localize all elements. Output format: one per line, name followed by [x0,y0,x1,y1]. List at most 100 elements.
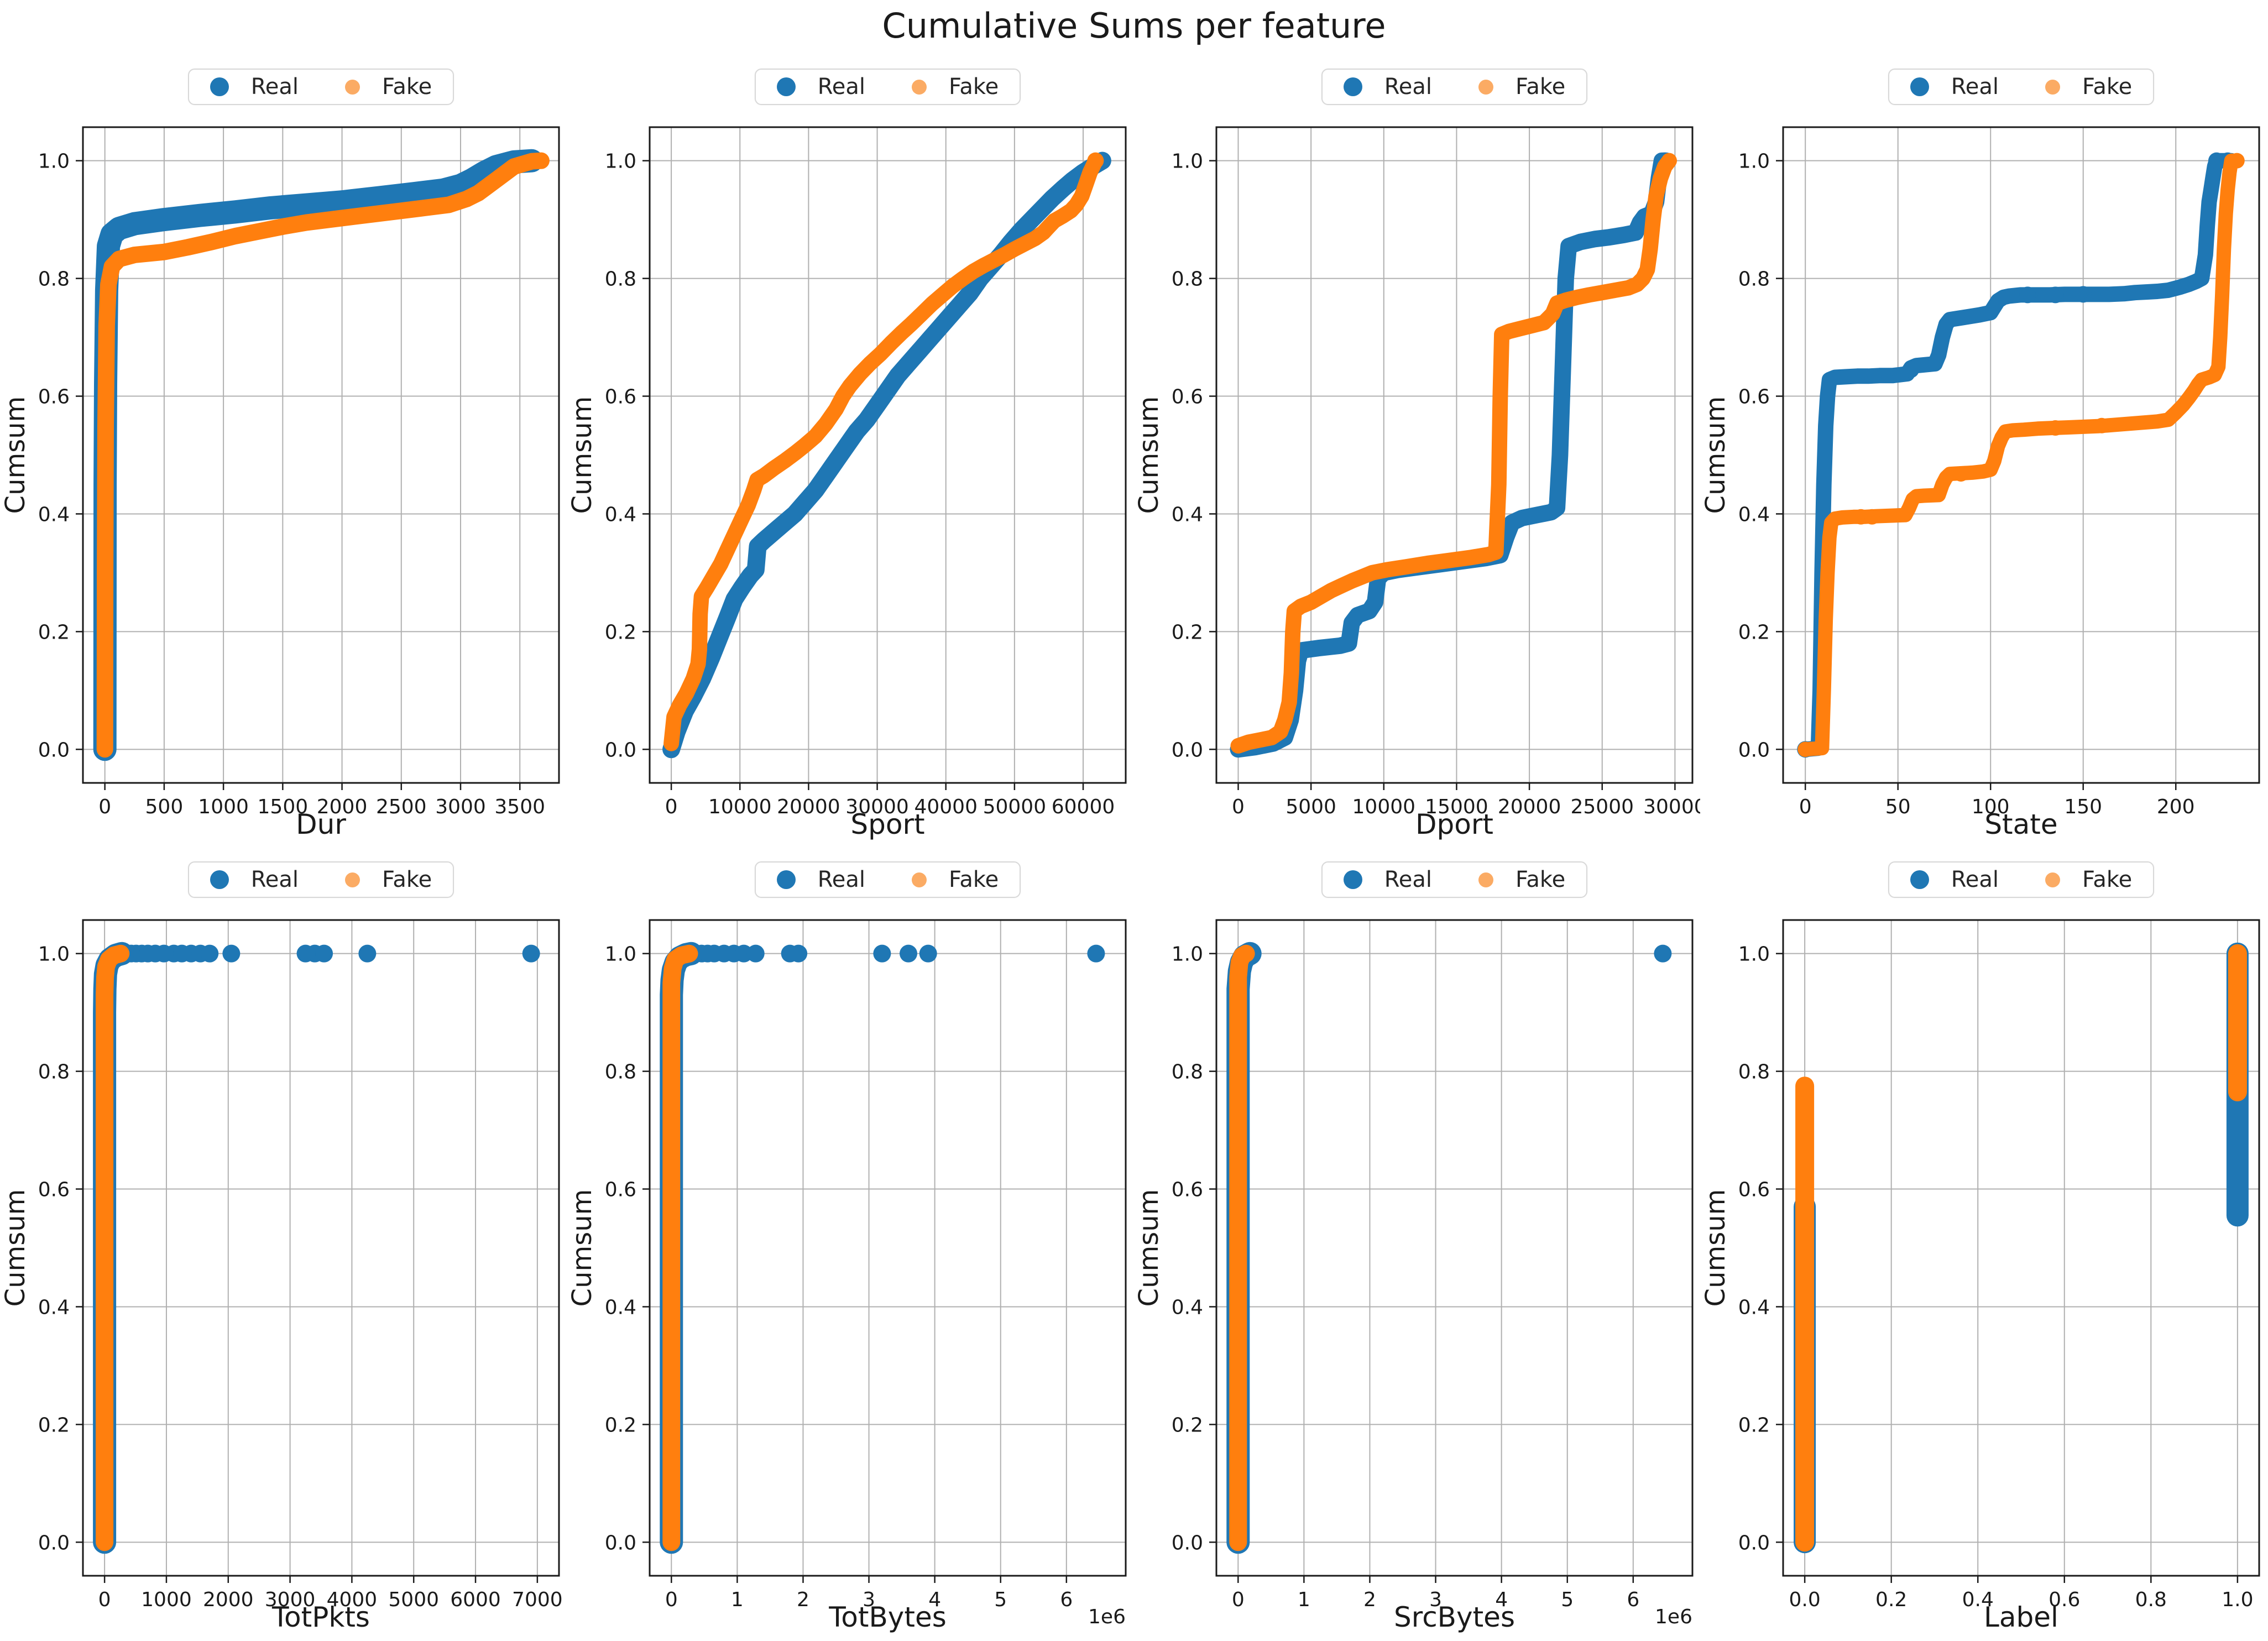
svg-text:0.4: 0.4 [1738,1296,1770,1319]
legend-label-fake: Fake [1516,74,1566,100]
svg-text:0.8: 0.8 [605,1061,636,1084]
svg-text:6: 6 [1060,1588,1073,1611]
svg-text:0.8: 0.8 [2135,1588,2167,1611]
svg-text:1: 1 [731,1588,744,1611]
svg-text:1: 1 [1298,1588,1310,1611]
svg-text:150: 150 [2064,796,2102,818]
legend-label-fake: Fake [2082,867,2133,892]
svg-text:SrcBytes: SrcBytes [1394,1601,1515,1633]
svg-text:Cumsum: Cumsum [1700,1189,1731,1307]
svg-text:0.0: 0.0 [605,739,636,761]
legend-wrap: Real Fake [1700,65,2267,108]
legend: Real Fake [1888,861,2155,898]
svg-text:2: 2 [797,1588,809,1611]
legend-label-real: Real [1951,867,1999,892]
legend-marker-fake-icon [1478,79,1494,95]
svg-text:7000: 7000 [512,1588,563,1611]
legend-label-fake: Fake [1516,867,1566,892]
subplot-totbytes: Real Fake 0 1 2 3 4 5 6 0.0 0.2 0.4 0.6 0.8 1.0 TotBy… [567,848,1133,1641]
svg-text:5: 5 [1561,1588,1574,1611]
svg-text:0.8: 0.8 [1172,268,1203,291]
svg-text:2: 2 [1363,1588,1376,1611]
legend: Real Fake [754,861,1021,898]
subplot-state: Real Fake 0 50 100 150 200 0.0 0.2 0.4 0.6 0.8 1.0… [1700,55,2267,848]
svg-text:TotBytes: TotBytes [828,1601,947,1633]
legend-label-real: Real [1384,74,1433,100]
svg-text:10000: 10000 [1352,796,1416,818]
svg-text:0.4: 0.4 [1962,1588,1994,1611]
legend-wrap: Real Fake [0,65,567,108]
svg-text:20000: 20000 [1498,796,1561,818]
svg-text:0.0: 0.0 [1172,739,1203,761]
svg-text:60000: 60000 [1052,796,1115,818]
svg-text:0.0: 0.0 [38,1532,70,1554]
svg-text:1.0: 1.0 [1172,943,1203,966]
plot-srcbytes: 0 1 2 3 4 5 6 0.0 0.2 0.4 0.6 0.8 1.0 SrcBytes Cumsum 1… [1133,919,1694,1633]
svg-text:1.0: 1.0 [1738,150,1770,173]
svg-text:1.0: 1.0 [605,943,636,966]
svg-text:0.8: 0.8 [38,268,70,291]
svg-text:1.0: 1.0 [605,150,636,173]
svg-text:0.2: 0.2 [38,621,70,644]
svg-text:0.6: 0.6 [1172,386,1203,409]
plot-dport: 0 5000 10000 15000 20000 25000 30000 0.0 0.2 0.4 0… [1133,126,1700,840]
subplot-sport: Real Fake 0 10000 20000 30000 40000 50000 6000… [567,55,1133,848]
legend: Real Fake [187,69,454,105]
legend-label-fake: Fake [382,867,432,892]
legend-label-real: Real [817,867,866,892]
svg-text:2000: 2000 [317,796,368,818]
legend-marker-fake-icon [912,872,927,887]
legend-marker-real-icon [1343,870,1362,889]
svg-text:5000: 5000 [388,1588,439,1611]
svg-text:1000: 1000 [141,1588,192,1611]
svg-text:0.6: 0.6 [38,1179,70,1201]
svg-text:0.2: 0.2 [605,621,636,644]
svg-text:0.2: 0.2 [605,1414,636,1436]
svg-text:0: 0 [665,796,678,818]
legend-label-fake: Fake [2082,74,2133,100]
svg-text:0: 0 [1232,1588,1245,1611]
legend-label-fake: Fake [949,867,999,892]
svg-text:40000: 40000 [914,796,978,818]
svg-text:3: 3 [1429,1588,1442,1611]
legend-marker-fake-icon [2045,872,2061,887]
svg-text:20000: 20000 [777,796,840,818]
legend: Real Fake [1321,861,1588,898]
svg-text:1.0: 1.0 [2222,1588,2253,1611]
legend-wrap: Real Fake [567,858,1133,901]
svg-text:500: 500 [145,796,184,818]
legend-label-real: Real [1384,867,1433,892]
legend-wrap: Real Fake [1133,65,1700,108]
svg-text:1000: 1000 [198,796,249,818]
svg-text:100: 100 [1972,796,2010,818]
svg-text:0.0: 0.0 [1789,1588,1821,1611]
plot-dur: 0 500 1000 1500 2000 2500 3000 3500 0.0 0.2 0.4 0.6… [0,126,560,840]
svg-text:0.6: 0.6 [1172,1179,1203,1201]
svg-text:0.0: 0.0 [605,1532,636,1554]
svg-text:Cumsum: Cumsum [1133,396,1164,514]
svg-text:TotPkts: TotPkts [271,1601,370,1633]
svg-text:1e6: 1e6 [1088,1606,1126,1628]
svg-text:0.6: 0.6 [605,386,636,409]
svg-text:2500: 2500 [376,796,427,818]
legend-label-real: Real [250,74,299,100]
svg-text:0.4: 0.4 [38,1296,70,1319]
svg-text:2000: 2000 [203,1588,254,1611]
svg-text:0.4: 0.4 [38,503,70,526]
subplot-label: Real Fake 0.0 0.2 0.4 0.6 0.8 1.0 0.0 0.2 0.4 0.6… [1700,848,2267,1641]
svg-text:15000: 15000 [1425,796,1488,818]
svg-text:Cumsum: Cumsum [567,396,598,514]
svg-text:0.2: 0.2 [1172,1414,1203,1436]
svg-text:0.6: 0.6 [1738,386,1770,409]
svg-text:0.4: 0.4 [605,503,636,526]
svg-text:State: State [1984,808,2057,840]
legend-marker-fake-icon [1478,872,1494,887]
plot-sport: 0 10000 20000 30000 40000 50000 60000 0.0 0.2 0.4… [567,126,1127,840]
svg-text:30000: 30000 [1643,796,1700,818]
svg-text:0: 0 [98,1588,111,1611]
subplot-dport: Real Fake 0 5000 10000 15000 20000 25000 3000 0… [1133,55,1700,848]
svg-text:0.8: 0.8 [1172,1061,1203,1084]
svg-text:0.8: 0.8 [38,1061,70,1084]
subplot-srcbytes: Real Fake 0 1 2 3 4 5 6 0.0 0.2 0.4 0.6 0.8 1.0 SrcBy… [1133,848,1700,1641]
svg-text:0.4: 0.4 [1172,503,1203,526]
